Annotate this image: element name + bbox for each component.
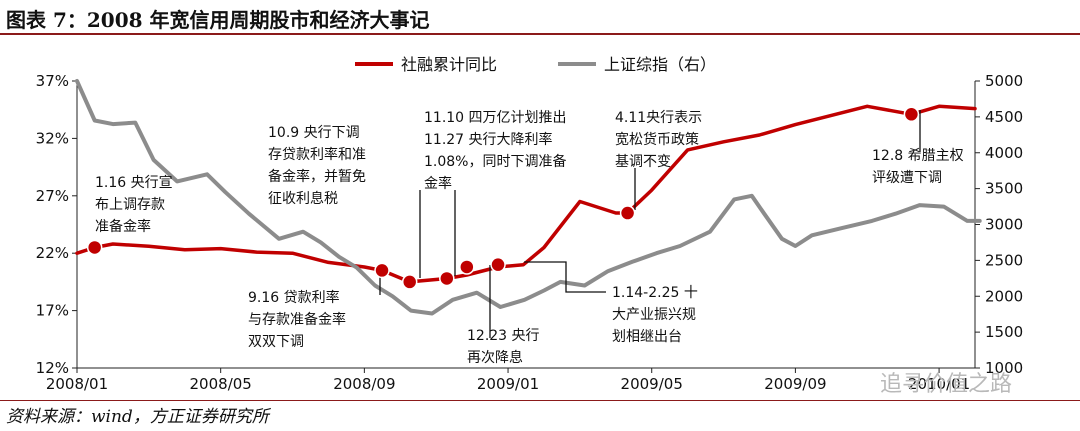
right-tick-label: 4000: [985, 144, 1023, 162]
annotation-text: 11.10 四万亿计划推出: [424, 110, 567, 126]
right-tick-label: 3000: [985, 216, 1023, 234]
annotation-text: 1.14-2.25 十: [612, 285, 698, 301]
right-tick-label: 5000: [985, 72, 1023, 90]
annotation-text: 再次降息: [467, 349, 523, 366]
event-marker: [86, 239, 103, 256]
annotation-text: 与存款准备金率: [248, 311, 346, 328]
legend-label: 上证综指（右）: [604, 55, 716, 74]
event-marker: [903, 106, 920, 123]
watermark-text: 追寻价值之路: [880, 372, 1013, 397]
x-tick-label: 2008/05: [190, 375, 252, 393]
x-tick-label: 2008/01: [46, 375, 108, 393]
x-tick-label: 2009/01: [477, 375, 539, 393]
annotation-leader-line: [524, 261, 606, 293]
x-tick-label: 2009/09: [764, 375, 826, 393]
annotation-text: 10.9 央行下调: [268, 125, 360, 141]
right-tick-label: 2500: [985, 251, 1023, 269]
series-line-shanghai-composite: [75, 79, 982, 316]
right-tick-label: 4500: [985, 108, 1023, 126]
source-note: 资料来源：wind，方正证券研究所: [6, 407, 269, 427]
x-tick-label: 2008/09: [333, 375, 395, 393]
annotation-text: 备金率，并暂免: [268, 168, 366, 185]
event-marker: [439, 270, 455, 287]
event-marker: [374, 262, 390, 279]
annotation-text: 1.08%，同时下调准备: [424, 153, 566, 170]
annotation-text: 9.16 贷款利率: [248, 289, 340, 306]
event-marker: [459, 259, 475, 275]
left-tick-label: 32%: [36, 129, 69, 147]
chart-area: 12% 17% 22% 27% 32% 37% 1000 1500 2000 2500 3000 35…: [36, 55, 1024, 393]
left-tick-label: 12%: [36, 359, 69, 377]
event-marker: [490, 256, 506, 273]
annotation-text: 布上调存款: [95, 197, 165, 213]
annotation-text: 双双下调: [248, 334, 304, 350]
right-tick-label: 2000: [985, 287, 1023, 305]
title-divider: [0, 33, 1080, 35]
left-tick-label: 37%: [36, 72, 69, 90]
annotation-text: 11.27 央行大降利率: [424, 131, 553, 148]
chart-title: 图表 7：2008 年宽信用周期股市和经济大事记: [6, 8, 430, 32]
annotation-text: 12.8 希腊主权: [872, 148, 964, 164]
right-tick-label: 1500: [985, 323, 1023, 341]
right-tick-label: 1000: [985, 359, 1023, 377]
left-tick-label: 27%: [36, 187, 69, 205]
annotation-text: 12.23 央行: [467, 328, 540, 344]
annotation-text: 准备金率: [95, 218, 151, 235]
x-tick-label: 2010/01: [908, 375, 970, 393]
annotation-text: 存贷款利率和准: [268, 146, 366, 163]
series-line-social-financing: [75, 104, 977, 284]
annotation-text: 大产业振兴规: [612, 307, 696, 323]
legend-label: 社融累计同比: [401, 55, 497, 74]
x-tick-label: 2009/05: [621, 375, 683, 393]
left-tick-label: 17%: [36, 302, 69, 320]
event-marker: [619, 205, 636, 221]
footer-divider: [0, 400, 1080, 401]
annotation-text: 征收利息税: [268, 190, 338, 207]
annotation-text: 宽松货币政策: [615, 131, 699, 148]
left-tick-label: 22%: [36, 244, 69, 262]
annotation-text: 1.16 央行宣: [95, 175, 173, 191]
annotation-text: 划相继出台: [612, 329, 682, 345]
annotation-text: 基调不变: [615, 153, 671, 170]
annotation-text: 评级遭下调: [872, 170, 942, 186]
annotation-text: 4.11央行表示: [615, 110, 702, 126]
annotation-text: 金率: [424, 175, 452, 192]
right-tick-label: 3500: [985, 180, 1023, 198]
event-marker: [401, 274, 418, 290]
